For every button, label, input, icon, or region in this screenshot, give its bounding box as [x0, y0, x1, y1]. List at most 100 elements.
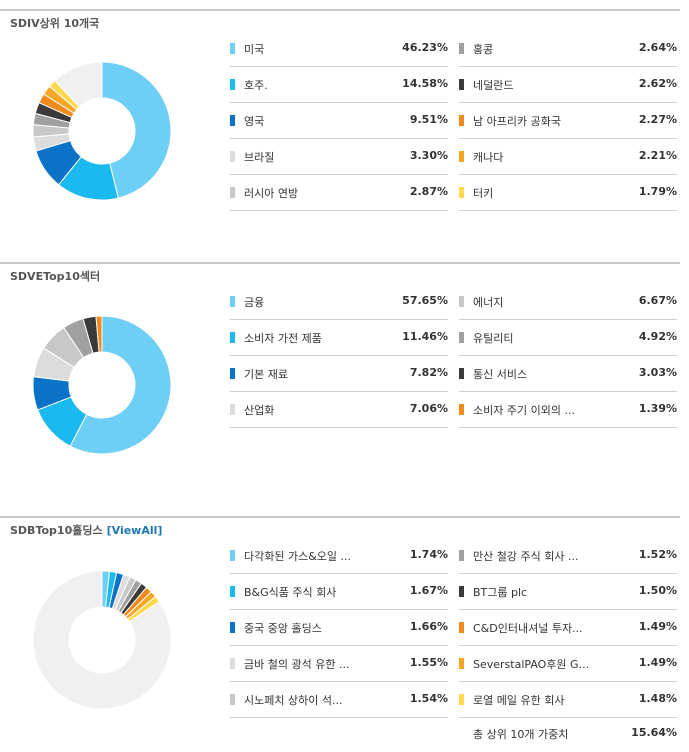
legend-row: 미국 46.23% — [230, 31, 448, 67]
legend-label: 시노페치 상하이 석... — [244, 694, 343, 707]
legend-row: 기본 재료 7.82% — [230, 356, 448, 392]
legend-swatch — [459, 694, 464, 705]
legend-value: 57.65% — [402, 294, 448, 307]
legend-swatch — [230, 622, 235, 633]
legend-value: 2.21% — [638, 149, 677, 162]
total-weight-row: 총 상위 10개 가중치 15.64% — [459, 718, 677, 746]
legend-swatch — [459, 79, 464, 90]
legend-label: 에너지 — [473, 296, 504, 309]
legend-column-right: 에너지 6.67% 유틸리티 4.92% 통신 서비스 3.03% 소비자 주기 이외… — [459, 284, 677, 428]
section-top-holdings: SDBTop10홀딩스 [ViewAll] 다각화된 가스&오일 ... 1.74%… — [0, 516, 680, 752]
legend-label: BT그룹 plc — [473, 586, 528, 599]
section-top-countries: SDIV상위 10개국 미국 46.23% 호주. 14.58% 영국 9.51% 브… — [0, 9, 680, 244]
donut-slice — [95, 315, 103, 353]
legend-value: 11.46% — [402, 330, 448, 343]
legend-label: 영국 — [244, 115, 265, 128]
legend-value: 2.62% — [638, 77, 677, 90]
section-title-text: SDBTop10홀딩스 — [10, 524, 103, 537]
legend-value: 1.74% — [409, 548, 448, 561]
legend-row: 다각화된 가스&오일 ... 1.74% — [230, 538, 448, 574]
legend-row: 호주. 14.58% — [230, 67, 448, 103]
legend-value: 3.03% — [638, 366, 677, 379]
legend-swatch — [230, 586, 235, 597]
legend-value: 46.23% — [402, 41, 448, 54]
legend-label: 브라질 — [244, 151, 275, 164]
legend-row: 소비자 주기 이외의 ... 1.39% — [459, 392, 677, 428]
legend-label: SeverstalPAO후원 G... — [473, 658, 590, 671]
legend-column-right: 만산 철강 주식 회사 ... 1.52% BT그룹 plc 1.50% C&D인터… — [459, 538, 677, 746]
donut-slice — [54, 61, 103, 108]
section-title: SDVETop10섹터 — [10, 268, 100, 284]
legend-label: 호주. — [244, 79, 268, 92]
section-title: SDIV상위 10개국 — [10, 15, 99, 31]
legend-row: 로열 메일 유한 회사 1.48% — [459, 682, 677, 718]
legend-label: 남 아프리카 공화국 — [473, 115, 561, 128]
legend-label: 러시아 연방 — [244, 187, 299, 200]
legend-label: 만산 철강 주식 회사 ... — [473, 550, 579, 563]
legend-column-right: 홍콩 2.64% 네덜란드 2.62% 남 아프리카 공화국 2.27% 캐나다 2.2… — [459, 31, 677, 211]
legend-swatch — [230, 187, 235, 198]
legend-value: 1.50% — [638, 584, 677, 597]
legend-label: 금융 — [244, 296, 265, 309]
legend-row: 남 아프리카 공화국 2.27% — [459, 103, 677, 139]
section-divider — [0, 9, 680, 11]
legend-row: SeverstalPAO후원 G... 1.49% — [459, 646, 677, 682]
legend-label: C&D인터내셔널 투자... — [473, 622, 583, 635]
legend-label: 소비자 가전 제품 — [244, 332, 322, 345]
section-title-text: SDVETop10섹터 — [10, 270, 101, 283]
legend-label: 금바 철의 광석 유한 ... — [244, 658, 350, 671]
legend-label: 중국 중앙 홀딩스 — [244, 622, 322, 635]
legend-swatch — [230, 368, 235, 379]
legend-row: 캐나다 2.21% — [459, 139, 677, 175]
legend-swatch — [459, 43, 464, 54]
section-top-sectors: SDVETop10섹터 금융 57.65% 소비자 가전 제품 11.46% 기본 … — [0, 262, 680, 502]
legend-swatch — [230, 115, 235, 126]
legend-value: 1.39% — [638, 402, 677, 415]
legend-value: 3.30% — [409, 149, 448, 162]
legend-swatch — [230, 550, 235, 561]
legend-label: 통신 서비스 — [473, 368, 528, 381]
legend-row: 통신 서비스 3.03% — [459, 356, 677, 392]
legend-column-left: 미국 46.23% 호주. 14.58% 영국 9.51% 브라질 3.30% 러시아 … — [230, 31, 448, 211]
legend-value: 7.82% — [409, 366, 448, 379]
donut-slice — [32, 570, 172, 710]
legend-swatch — [459, 368, 464, 379]
legend-label: 다각화된 가스&오일 ... — [244, 550, 352, 563]
legend-value: 1.49% — [638, 656, 677, 669]
legend-value: 7.06% — [409, 402, 448, 415]
legend-swatch — [459, 296, 464, 307]
legend-value: 1.55% — [409, 656, 448, 669]
legend-row: 산업화 7.06% — [230, 392, 448, 428]
donut-chart — [32, 315, 172, 455]
legend-row: 금융 57.65% — [230, 284, 448, 320]
legend-row: 유틸리티 4.92% — [459, 320, 677, 356]
legend-swatch — [230, 43, 235, 54]
legend-row: 만산 철강 주식 회사 ... 1.52% — [459, 538, 677, 574]
legend-row: BT그룹 plc 1.50% — [459, 574, 677, 610]
legend-row: 러시아 연방 2.87% — [230, 175, 448, 211]
legend-value: 1.52% — [638, 548, 677, 561]
legend-value: 1.66% — [409, 620, 448, 633]
legend-swatch — [459, 658, 464, 669]
legend-swatch — [459, 151, 464, 162]
legend-row: 브라질 3.30% — [230, 139, 448, 175]
legend-value: 1.79% — [638, 185, 677, 198]
section-divider — [0, 516, 680, 518]
legend-swatch — [459, 550, 464, 561]
legend-row: 금바 철의 광석 유한 ... 1.55% — [230, 646, 448, 682]
donut-chart — [32, 61, 172, 201]
legend-row: 중국 중앙 홀딩스 1.66% — [230, 610, 448, 646]
legend-row: 에너지 6.67% — [459, 284, 677, 320]
legend-value: 2.64% — [638, 41, 677, 54]
view-all-link[interactable]: [ViewAll] — [106, 524, 163, 537]
legend-label: 기본 재료 — [244, 368, 288, 381]
donut-slice — [69, 315, 172, 455]
legend-value: 1.67% — [409, 584, 448, 597]
legend-value: 6.67% — [638, 294, 677, 307]
legend-swatch — [459, 115, 464, 126]
legend-swatch — [230, 658, 235, 669]
legend-label: 홍콩 — [473, 43, 494, 56]
legend-row: B&G식품 주식 회사 1.67% — [230, 574, 448, 610]
legend-value: 14.58% — [402, 77, 448, 90]
legend-label: 미국 — [244, 43, 265, 56]
